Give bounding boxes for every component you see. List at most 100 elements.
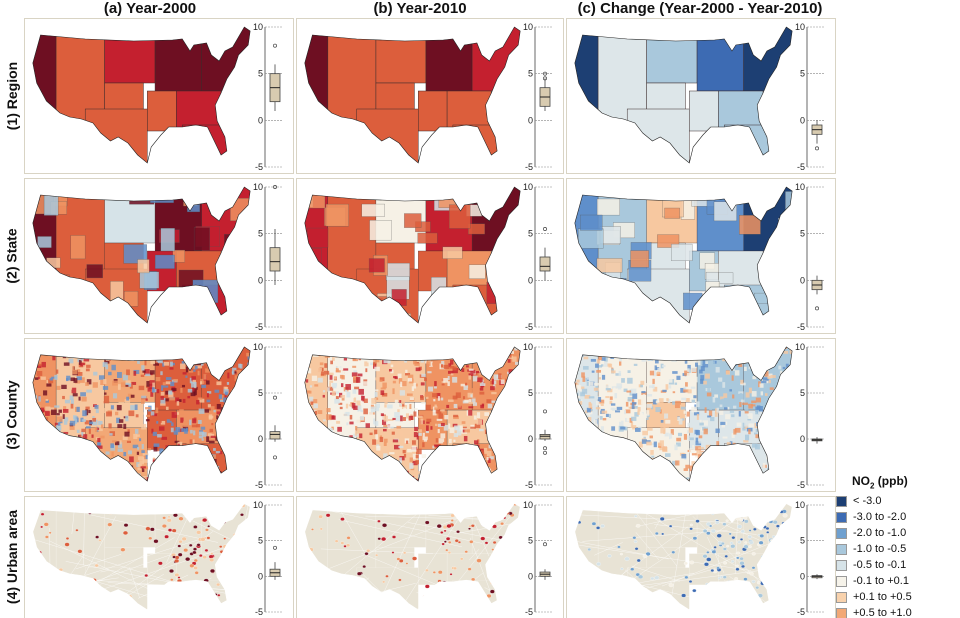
county-cell <box>156 478 159 482</box>
county-cell <box>351 402 356 409</box>
county-cell <box>336 475 339 479</box>
state-shape <box>183 187 198 207</box>
county-cell <box>317 349 323 355</box>
county-cell <box>79 377 85 383</box>
map-region-plains_n <box>375 27 427 84</box>
tick-label: 5 <box>800 388 805 398</box>
county-cell <box>225 346 230 350</box>
map-region-south <box>418 90 448 132</box>
county-cell <box>515 371 520 376</box>
county-cell <box>342 442 347 447</box>
county-cell <box>41 476 47 479</box>
urban-area-dot <box>464 606 469 610</box>
county-cell <box>205 368 211 373</box>
urban-area-dot <box>489 503 494 508</box>
panel-2c: 10 5 0 -5 <box>566 178 836 334</box>
county-cell <box>29 426 32 430</box>
county-cell <box>315 448 318 454</box>
county-cell <box>331 444 338 449</box>
county-cell <box>701 444 704 449</box>
county-cell <box>456 379 459 386</box>
county-cell <box>368 482 373 488</box>
county-cell <box>716 441 720 446</box>
county-cell <box>672 393 677 398</box>
county-cell <box>710 417 715 422</box>
county-cell <box>474 423 481 429</box>
county-cell <box>45 399 49 403</box>
county-cell <box>685 464 691 469</box>
county-cell <box>640 384 643 388</box>
county-cell <box>206 380 210 385</box>
county-cell <box>453 386 459 391</box>
county-cell <box>422 486 425 488</box>
county-cell <box>665 419 671 424</box>
county-cell <box>473 446 479 453</box>
state-shape <box>739 215 761 235</box>
county-cell <box>403 346 407 351</box>
county-cell <box>348 404 355 407</box>
county-cell <box>422 442 425 448</box>
county-cell <box>694 404 698 409</box>
county-cell <box>237 459 242 463</box>
county-cell <box>785 424 789 431</box>
urban-area-dot <box>465 580 469 583</box>
county-cell <box>771 439 776 445</box>
county-cell <box>734 427 741 433</box>
county-cell <box>620 426 626 430</box>
map-region-northeast <box>743 503 793 554</box>
county-cell <box>213 474 219 480</box>
county-cell <box>630 344 634 346</box>
county-cell <box>586 472 590 476</box>
county-cell <box>69 420 76 426</box>
county-cell <box>37 471 41 478</box>
county-cell <box>786 434 790 440</box>
county-cell <box>234 405 239 410</box>
county-cell <box>509 420 514 423</box>
county-cell <box>647 394 653 397</box>
urban-area-dot <box>734 577 739 581</box>
county-cell <box>668 356 671 361</box>
county-cell <box>574 431 578 435</box>
county-cell <box>236 423 240 430</box>
county-cell <box>123 480 127 482</box>
county-cell <box>517 419 521 423</box>
urban-area-dot <box>242 591 246 594</box>
county-cell <box>737 384 742 390</box>
county-cell <box>334 485 337 489</box>
county-cell <box>741 484 744 488</box>
county-cell <box>231 458 238 464</box>
county-cell <box>706 392 712 397</box>
county-cell <box>708 410 713 417</box>
county-cell <box>383 415 388 422</box>
county-cell <box>438 413 443 419</box>
county-cell <box>600 364 604 367</box>
county-cell <box>728 349 734 355</box>
county-cell <box>741 358 746 362</box>
county-cell <box>236 391 240 394</box>
county-cell <box>165 377 172 381</box>
state-shape <box>428 304 449 323</box>
county-cell <box>437 396 440 401</box>
county-cell <box>197 462 202 467</box>
county-cell <box>125 478 130 482</box>
county-cell <box>761 348 767 351</box>
county-cell <box>316 435 320 440</box>
county-cell <box>413 432 419 438</box>
county-cell <box>439 355 444 359</box>
county-cell <box>455 480 460 482</box>
county-cell <box>368 459 371 463</box>
urban-area-dot <box>192 550 197 555</box>
county-cell <box>138 438 142 442</box>
county-cell <box>136 451 140 455</box>
county-cell <box>441 360 445 365</box>
county-cell <box>785 342 790 345</box>
county-cell <box>745 392 750 398</box>
county-cell <box>780 447 784 451</box>
urban-area-dot <box>210 552 214 555</box>
county-cell <box>463 385 469 390</box>
county-cell <box>322 394 325 398</box>
county-cell <box>498 373 502 380</box>
county-cell <box>344 434 350 438</box>
county-cell <box>408 485 411 488</box>
urban-area-dot <box>193 547 197 551</box>
